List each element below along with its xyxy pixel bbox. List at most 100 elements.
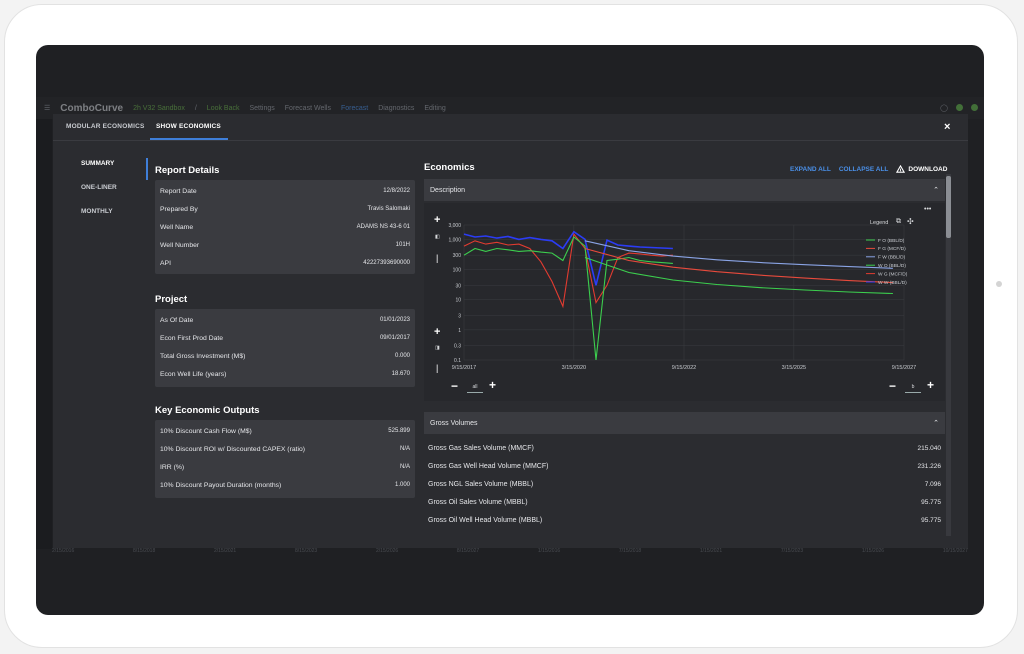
- report-row: Well Number 101H: [155, 236, 415, 254]
- row-label: API: [160, 259, 171, 267]
- row-label: Gross NGL Sales Volume (MBBL): [428, 480, 534, 488]
- legend-label[interactable]: F G (MCF/D): [878, 246, 906, 252]
- bg-tick: 7/15/2023: [780, 548, 804, 554]
- project-card: As Of Date 01/01/2023 Econ First Prod Dat…: [155, 309, 415, 387]
- y-drag-handle-top[interactable]: |: [436, 253, 439, 263]
- tab-modular-economics[interactable]: MODULAR ECONOMICS: [66, 123, 145, 130]
- legend-label[interactable]: W W (BBL/D): [878, 280, 907, 286]
- legend-label[interactable]: W G (MCF/D): [878, 271, 908, 277]
- tab-show-economics[interactable]: SHOW ECONOMICS: [156, 123, 221, 130]
- zoom-in-y-top-icon[interactable]: +: [434, 214, 441, 226]
- economics-actions: EXPAND ALL COLLAPSE ALL DOWNLOAD: [790, 165, 947, 174]
- more-options-icon[interactable]: •••: [924, 206, 932, 213]
- nav-diagnostics[interactable]: Diagnostics: [378, 104, 415, 112]
- key-outputs-card: 10% Discount Cash Flow (M$) 525.899 10% D…: [155, 420, 415, 498]
- sidenav-item-summary[interactable]: SUMMARY: [81, 160, 115, 167]
- sidenav-item-monthly[interactable]: MONTHLY: [81, 208, 113, 215]
- row-value: 18.670: [391, 371, 410, 377]
- economics-sidenav: SUMMARY ONE-LINER MONTHLY: [81, 158, 151, 230]
- row-value: N/A: [399, 464, 410, 470]
- bg-tick: 10/15/2027: [942, 548, 968, 554]
- report-row: API 42227393690000: [155, 254, 415, 272]
- nav-forecast-wells[interactable]: Forecast Wells: [284, 104, 331, 112]
- alert-badge-icon[interactable]: [971, 104, 978, 111]
- nav-settings[interactable]: Settings: [249, 104, 275, 112]
- app-screen: ☰ ComboCurve 2h V32 Sandbox / Look Back …: [36, 45, 984, 615]
- collapse-all-button[interactable]: COLLAPSE ALL: [838, 166, 889, 173]
- y-axis-scale-icon[interactable]: ◨: [435, 345, 440, 351]
- y-tick-label: 0.1: [454, 358, 461, 364]
- sidenav-item-one-liner[interactable]: ONE-LINER: [81, 184, 117, 191]
- y-tick-label: 100: [453, 268, 462, 274]
- report-details-card: Report Date 12/8/2022 Prepared By Travis S…: [155, 180, 415, 274]
- expand-all-button[interactable]: EXPAND ALL: [790, 166, 831, 173]
- description-panel-header[interactable]: Description ⌃: [424, 179, 945, 201]
- chevron-up-icon[interactable]: ⌃: [933, 420, 939, 427]
- scrollbar-thumb[interactable]: [946, 176, 951, 238]
- row-label: Report Date: [160, 187, 197, 195]
- nav-forecast[interactable]: Forecast: [340, 104, 369, 112]
- chevron-up-icon[interactable]: ⌃: [933, 187, 939, 194]
- bg-tick: 8/15/2023: [294, 548, 318, 554]
- active-tab-indicator: [150, 138, 228, 140]
- legend-label[interactable]: W O (BBL/D): [878, 263, 906, 269]
- gross-volumes-label: Gross Volumes: [430, 419, 478, 427]
- row-label: Well Name: [160, 223, 194, 231]
- economics-scrollbar[interactable]: [946, 174, 951, 536]
- row-value: N/A: [399, 446, 410, 452]
- bg-tick: 7/15/2018: [618, 548, 642, 554]
- legend-label[interactable]: F O (BBL/D): [878, 238, 905, 244]
- series-line-w-g: [463, 232, 673, 309]
- modal-header: MODULAR ECONOMICS SHOW ECONOMICS ×: [53, 114, 968, 141]
- row-value: 231.226: [917, 462, 942, 470]
- legend-label[interactable]: F W (BBL/D): [878, 255, 906, 261]
- legend-drag-icon[interactable]: ✣: [907, 217, 914, 226]
- x-zoom-left-field[interactable]: all: [467, 384, 483, 393]
- x-tick-label: 9/15/2027: [892, 365, 916, 371]
- row-value: 101H: [395, 242, 410, 248]
- y-tick-label: 3,000: [448, 223, 461, 229]
- background-axis: 2/15/2016 8/15/2018 2/15/2021 8/15/2023 …: [36, 548, 984, 560]
- close-icon[interactable]: ×: [944, 121, 951, 133]
- row-value: 7.096: [924, 480, 941, 488]
- gross-volume-row: Gross NGL Sales Volume (MBBL) 7.096: [424, 475, 945, 493]
- user-icon[interactable]: ◯: [940, 105, 948, 112]
- brand-logo: ComboCurve: [60, 102, 124, 114]
- report-row: Well Name ADAMS NS 43-6 01: [155, 218, 415, 236]
- row-label: Well Number: [160, 241, 200, 249]
- breadcrumb-separator: /: [194, 104, 197, 112]
- description-label: Description: [430, 186, 466, 194]
- y-drag-handle-bottom[interactable]: |: [436, 363, 439, 373]
- output-row: 10% Discount Payout Duration (months) 1.0…: [155, 476, 415, 494]
- economics-modal: MODULAR ECONOMICS SHOW ECONOMICS × SUMMA…: [53, 114, 968, 548]
- legend-settings-icon[interactable]: ⧉: [896, 218, 901, 225]
- zoom-in-x-right-icon[interactable]: +: [927, 378, 935, 392]
- bg-tick: 2/15/2026: [375, 548, 399, 554]
- notification-badge-icon[interactable]: [956, 104, 963, 111]
- breadcrumb-project[interactable]: 2h V32 Sandbox: [133, 104, 185, 112]
- nav-editing[interactable]: Editing: [424, 104, 446, 112]
- gross-volumes-panel-header[interactable]: Gross Volumes ⌃: [424, 412, 945, 434]
- download-button[interactable]: DOWNLOAD: [896, 165, 947, 174]
- bg-tick: 2/15/2021: [213, 548, 237, 554]
- hamburger-menu-icon[interactable]: ☰: [44, 105, 51, 112]
- zoom-out-x-right-icon[interactable]: −: [889, 379, 897, 393]
- row-value: ADAMS NS 43-6 01: [356, 224, 410, 230]
- gross-volume-row: Gross Oil Well Head Volume (MBBL) 95.775: [424, 511, 945, 529]
- zoom-in-y-bottom-icon[interactable]: +: [434, 326, 441, 338]
- zoom-in-x-left-icon[interactable]: +: [489, 378, 497, 392]
- zoom-out-x-left-icon[interactable]: −: [451, 379, 459, 393]
- download-label: DOWNLOAD: [908, 166, 948, 173]
- row-value: 09/01/2017: [379, 335, 410, 341]
- project-row: As Of Date 01/01/2023: [155, 311, 415, 329]
- economics-title: Economics: [424, 162, 475, 173]
- y-axis-lock-icon[interactable]: ◧: [435, 234, 440, 240]
- breadcrumb-scenario[interactable]: Look Back: [206, 104, 240, 112]
- series-line-w-w: [463, 230, 673, 286]
- row-label: As Of Date: [160, 316, 194, 324]
- gross-volume-row: Gross Gas Sales Volume (MMCF) 215.040: [424, 439, 945, 457]
- legend-title: Legend: [870, 220, 889, 226]
- x-zoom-right-field[interactable]: b: [905, 384, 921, 393]
- row-label: Total Gross Investment (M$): [160, 352, 246, 360]
- row-value: 42227393690000: [363, 260, 410, 266]
